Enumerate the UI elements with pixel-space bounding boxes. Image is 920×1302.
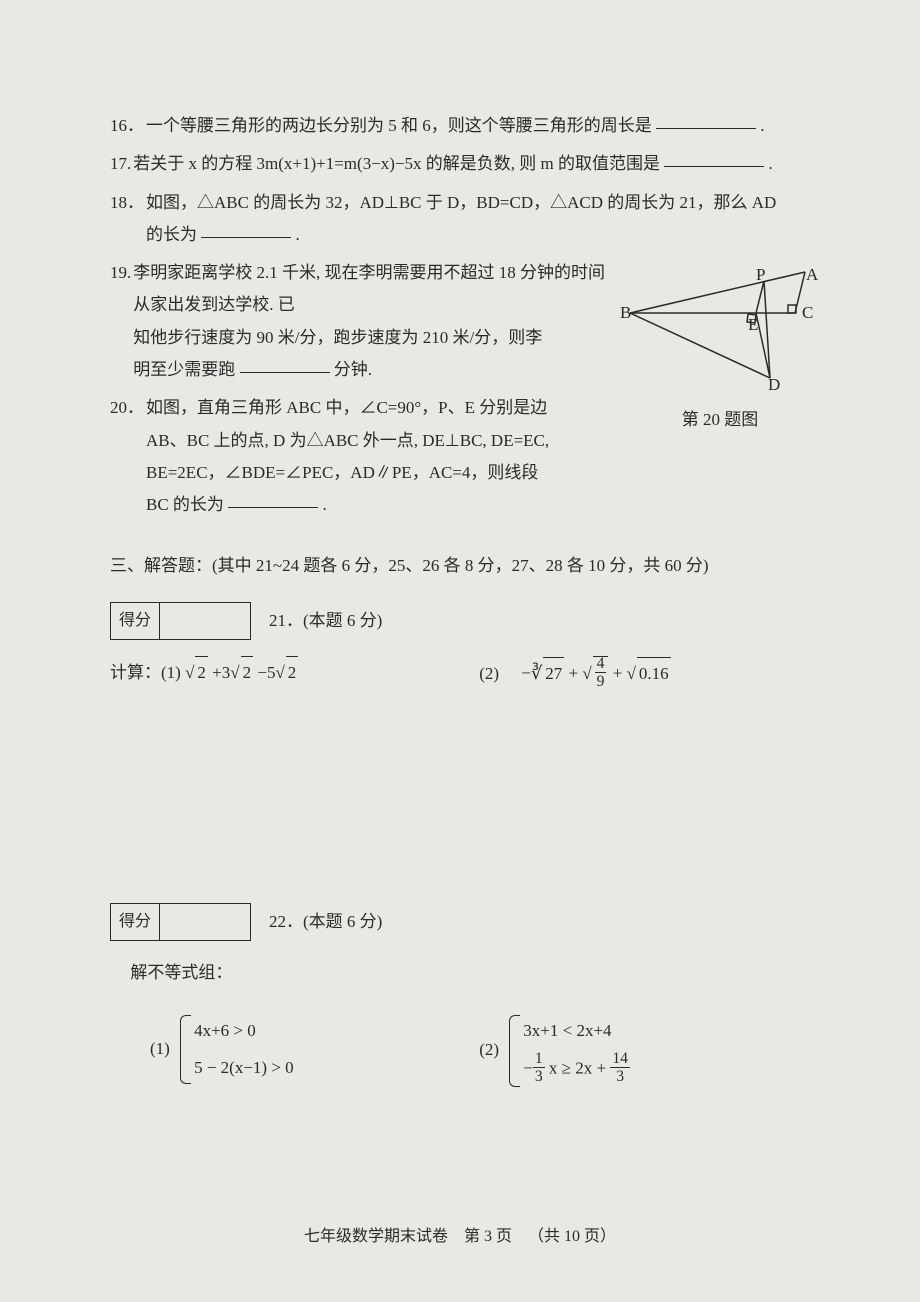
q16-text: 一个等腰三角形的两边长分别为 5 和 6，则这个等腰三角形的周长是 . [146, 110, 820, 142]
q22-s2-l1: 3x+1 < 2x+4 [523, 1013, 630, 1049]
q21-e2fd: 9 [595, 673, 607, 690]
fig20-label-D: D [768, 375, 780, 393]
q21-e1a: 2 [195, 656, 208, 689]
q18-number: 18． [110, 187, 144, 252]
cbrt-icon [531, 664, 542, 683]
fig20-label-E: E [748, 315, 758, 334]
fig20-label-B: B [620, 303, 631, 322]
q18-text: 如图，△ABC 的周长为 32，AD⊥BC 于 D，BD=CD，△ACD 的周长… [146, 187, 820, 252]
footer-a: 七年级数学期末试卷 第 3 页 [304, 1228, 512, 1245]
figure-20-caption: 第 20 题图 [615, 404, 825, 436]
q22-s1num: (1) [150, 1039, 170, 1058]
q22-system1: 4x+6 > 0 5 − 2(x−1) > 0 [180, 1013, 294, 1086]
q21-body: 计算：(1) 2 +32 −52 (2) −27 + 49 + 0.16 [110, 656, 820, 692]
q21-e1e: 2 [286, 656, 299, 689]
q22-s2num: (2) [479, 1040, 499, 1059]
score-label-21: 得分 [111, 603, 160, 639]
q21-e2fn: 4 [595, 655, 607, 673]
q16-blank [656, 112, 756, 129]
fig20-label-C: C [802, 303, 813, 322]
figure-20: A B C D E P 第 20 题图 [615, 268, 825, 437]
q21-e2c: + [564, 664, 582, 683]
q22-header: 解不等式组： [130, 957, 820, 989]
q20-line4b: . [322, 495, 326, 514]
question-16: 16． 一个等腰三角形的两边长分别为 5 和 6，则这个等腰三角形的周长是 . [110, 110, 820, 142]
q18-line2a: 的长为 [146, 225, 197, 244]
q22-header-row: 得分 22．(本题 6 分) [110, 903, 820, 941]
q22-s2-l2: −13 x ≥ 2x + 143 [523, 1050, 630, 1089]
q20-line1: 如图，直角三角形 ABC 中，∠C=90°，P、E 分别是边 [146, 398, 547, 417]
q20-number: 20． [110, 392, 144, 521]
q17-text-a: 若关于 x 的方程 3m(x+1)+1=m(3−x)−5x 的解是负数, 则 m… [133, 154, 660, 173]
q21-part1: 计算：(1) 2 +32 −52 [110, 656, 479, 692]
footer-b: （共 10 页） [528, 1228, 616, 1245]
exam-page: 16． 一个等腰三角形的两边长分别为 5 和 6，则这个等腰三角形的周长是 . … [0, 0, 920, 1129]
q21-prefix: 计算：(1) [110, 663, 181, 682]
q20-blank [228, 491, 318, 508]
q21-title: 21．(本题 6 分) [269, 605, 382, 637]
page-footer: 七年级数学期末试卷 第 3 页 （共 10 页） [0, 1222, 920, 1252]
q16-number: 16． [110, 110, 144, 142]
q19-blank [240, 356, 330, 373]
q21-e2frac: 49 [593, 656, 609, 692]
q21-part2: (2) −27 + 49 + 0.16 [479, 656, 820, 692]
q21-header-row: 得分 21．(本题 6 分) [110, 602, 820, 640]
sqrt-icon [627, 664, 636, 683]
score-box-21: 得分 [110, 602, 251, 640]
q22-s2f1d: 3 [533, 1068, 545, 1085]
q17-blank [664, 150, 764, 167]
question-17: 17. 若关于 x 的方程 3m(x+1)+1=m(3−x)−5x 的解是负数,… [110, 148, 820, 180]
score-box-22: 得分 [110, 903, 251, 941]
q22-s2f2n: 14 [610, 1050, 630, 1068]
q22-system2: 3x+1 < 2x+4 −13 x ≥ 2x + 143 [509, 1013, 630, 1089]
q19-line2a: 知他步行速度为 90 米/分，跑步速度为 210 米/分，则李 [133, 328, 542, 347]
q21-e1c: 2 [241, 656, 254, 689]
section-3-title: 三、解答题：(其中 21~24 题各 6 分，25、26 各 8 分，27、28… [110, 550, 820, 582]
score-label-22: 得分 [111, 904, 160, 940]
q19-line3b: 分钟. [334, 360, 372, 379]
q21-num2: (2) [479, 664, 499, 683]
q20-line4a: BC 的长为 [146, 495, 224, 514]
q17-text-b: . [769, 154, 773, 173]
q21-e2b: 27 [543, 657, 564, 690]
q22-s2l2b: x ≥ 2x + [545, 1058, 611, 1077]
sqrt-icon [582, 664, 591, 683]
sqrt-icon [230, 663, 239, 682]
q21-e2e: 0.16 [637, 657, 671, 690]
q21-e1b: +3 [208, 663, 230, 682]
q17-number: 17. [110, 148, 131, 180]
fig20-label-P: P [756, 268, 765, 284]
q22-part1: (1) 4x+6 > 0 5 − 2(x−1) > 0 [110, 1013, 479, 1089]
score-value-21 [160, 603, 250, 639]
sqrt-icon [275, 663, 284, 682]
q21-e2a: − [521, 664, 531, 683]
q16-text-a: 一个等腰三角形的两边长分别为 5 和 6，则这个等腰三角形的周长是 [146, 116, 652, 135]
question-18: 18． 如图，△ABC 的周长为 32，AD⊥BC 于 D，BD=CD，△ACD… [110, 187, 820, 252]
q22-s2f2d: 3 [610, 1068, 630, 1085]
q22-part2: (2) 3x+1 < 2x+4 −13 x ≥ 2x + 143 [479, 1013, 820, 1089]
q22-s2f1n: 1 [533, 1050, 545, 1068]
q20-line3: BE=2EC，∠BDE=∠PEC，AD∥PE，AC=4，则线段 [146, 463, 538, 482]
q22-title: 22．(本题 6 分) [269, 906, 382, 938]
sqrt-icon [185, 663, 194, 682]
q22-s2l2a: − [523, 1058, 533, 1077]
fig20-label-A: A [806, 268, 819, 284]
q21-workspace [110, 693, 820, 883]
q22-s1-l1: 4x+6 > 0 [194, 1013, 294, 1049]
q22-s1-l2: 5 − 2(x−1) > 0 [194, 1050, 294, 1086]
q16-text-b: . [760, 116, 764, 135]
q19-line1: 李明家距离学校 2.1 千米, 现在李明需要用不超过 18 分钟的时间从家出发到… [133, 263, 605, 314]
q17-text: 若关于 x 的方程 3m(x+1)+1=m(3−x)−5x 的解是负数, 则 m… [133, 148, 820, 180]
figure-20-svg: A B C D E P [620, 268, 820, 393]
q18-blank [201, 221, 291, 238]
q19-number: 19. [110, 257, 131, 386]
q18-line1: 如图，△ABC 的周长为 32，AD⊥BC 于 D，BD=CD，△ACD 的周长… [146, 193, 776, 212]
q22-body: (1) 4x+6 > 0 5 − 2(x−1) > 0 (2) 3x+1 < 2… [110, 1013, 820, 1089]
q20-line2: AB、BC 上的点, D 为△ABC 外一点, DE⊥BC, DE=EC, [146, 431, 549, 450]
q18-line2b: . [296, 225, 300, 244]
q21-e2d: + [608, 664, 626, 683]
q21-e1d: −5 [253, 663, 275, 682]
score-value-22 [160, 904, 250, 940]
q19-line3a: 明至少需要跑 [133, 360, 235, 379]
